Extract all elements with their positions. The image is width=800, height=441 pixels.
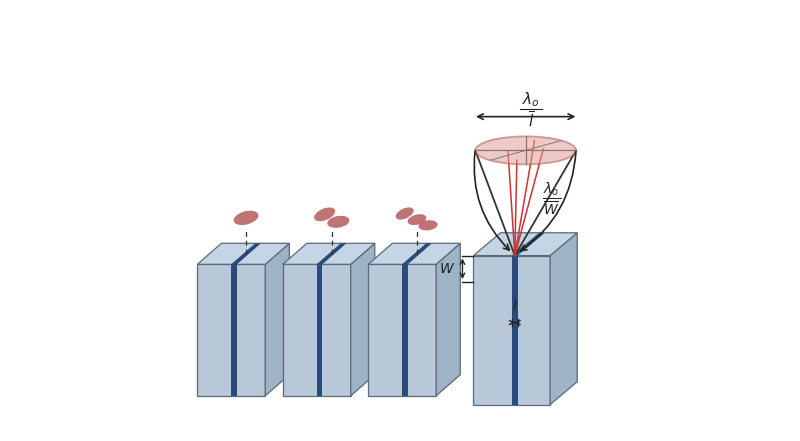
Ellipse shape [396,207,414,220]
Polygon shape [231,243,261,264]
Ellipse shape [475,136,576,164]
Ellipse shape [407,214,426,225]
Polygon shape [436,243,460,396]
Text: W: W [440,262,454,276]
Polygon shape [350,243,375,396]
Polygon shape [317,264,322,396]
Polygon shape [266,243,290,396]
Ellipse shape [234,211,258,225]
Polygon shape [317,243,346,264]
Polygon shape [282,243,375,264]
Polygon shape [368,243,460,264]
Polygon shape [402,243,432,264]
Polygon shape [512,233,545,255]
Polygon shape [474,255,550,404]
Polygon shape [550,233,578,404]
Ellipse shape [418,220,438,230]
Polygon shape [198,243,290,264]
Ellipse shape [314,207,335,221]
Text: l: l [513,299,517,313]
Polygon shape [474,233,578,255]
Text: $\lambda_o$: $\lambda_o$ [543,180,559,198]
Polygon shape [512,255,518,404]
Ellipse shape [327,216,350,228]
Polygon shape [402,264,408,396]
Text: $\overline{W}$: $\overline{W}$ [543,200,559,218]
Text: $\overline{l}$: $\overline{l}$ [528,111,534,131]
Polygon shape [282,264,350,396]
Text: $\lambda_o$: $\lambda_o$ [522,90,540,109]
Polygon shape [368,264,436,396]
Polygon shape [231,264,237,396]
Polygon shape [198,264,266,396]
